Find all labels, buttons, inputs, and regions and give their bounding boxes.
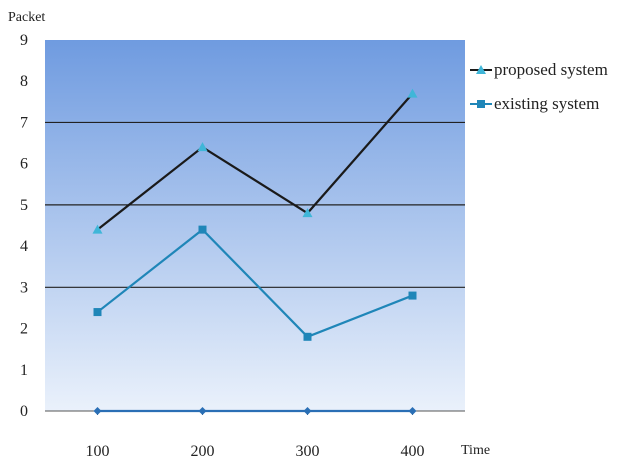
- x-axis-title: Time: [461, 443, 490, 458]
- series-line: [96, 92, 414, 231]
- data-point: [408, 407, 417, 415]
- legend: proposed system existing system: [470, 60, 608, 113]
- data-point: [198, 407, 207, 415]
- data-point: [93, 407, 102, 415]
- data-point: [198, 225, 207, 234]
- series-line: [96, 228, 413, 339]
- data-point: [93, 308, 102, 317]
- legend-item: existing system: [470, 94, 599, 113]
- y-axis-title: Packet: [8, 10, 45, 25]
- series-group: [92, 88, 418, 234]
- y-tick-label: 9: [20, 32, 28, 49]
- legend-label: existing system: [494, 94, 599, 113]
- y-tick-label: 4: [20, 238, 28, 255]
- data-point: [408, 291, 417, 300]
- x-tick-label: 200: [191, 443, 215, 460]
- data-point: [476, 65, 486, 74]
- y-tick-label: 7: [20, 114, 28, 131]
- axes: 0 1 2 3 4 5 6 7 8 9 100 200 300 400: [20, 32, 465, 460]
- legend-item: proposed system: [470, 60, 608, 79]
- y-tick-label: 2: [20, 321, 28, 338]
- data-point: [197, 142, 208, 152]
- y-tick-label: 0: [20, 403, 28, 420]
- series-group: [93, 407, 417, 415]
- series-group: [93, 225, 417, 341]
- y-tick-label: 3: [20, 279, 28, 296]
- data-point: [92, 224, 103, 234]
- plot-area: [45, 40, 465, 411]
- data-point: [407, 88, 418, 98]
- y-tick-label: 6: [20, 156, 28, 173]
- grid-lines: [45, 121, 465, 288]
- data-point: [303, 332, 312, 341]
- data-point: [302, 208, 313, 218]
- y-tick-label: 8: [20, 73, 28, 90]
- data-point: [303, 407, 312, 415]
- x-tick-label: 300: [296, 443, 320, 460]
- x-tick-label: 100: [86, 443, 110, 460]
- series: [92, 88, 418, 415]
- data-point: [477, 100, 485, 108]
- y-tick-label: 1: [20, 362, 28, 379]
- legend-label: proposed system: [494, 60, 608, 79]
- x-tick-label: 400: [401, 443, 425, 460]
- y-tick-label: 5: [20, 197, 28, 214]
